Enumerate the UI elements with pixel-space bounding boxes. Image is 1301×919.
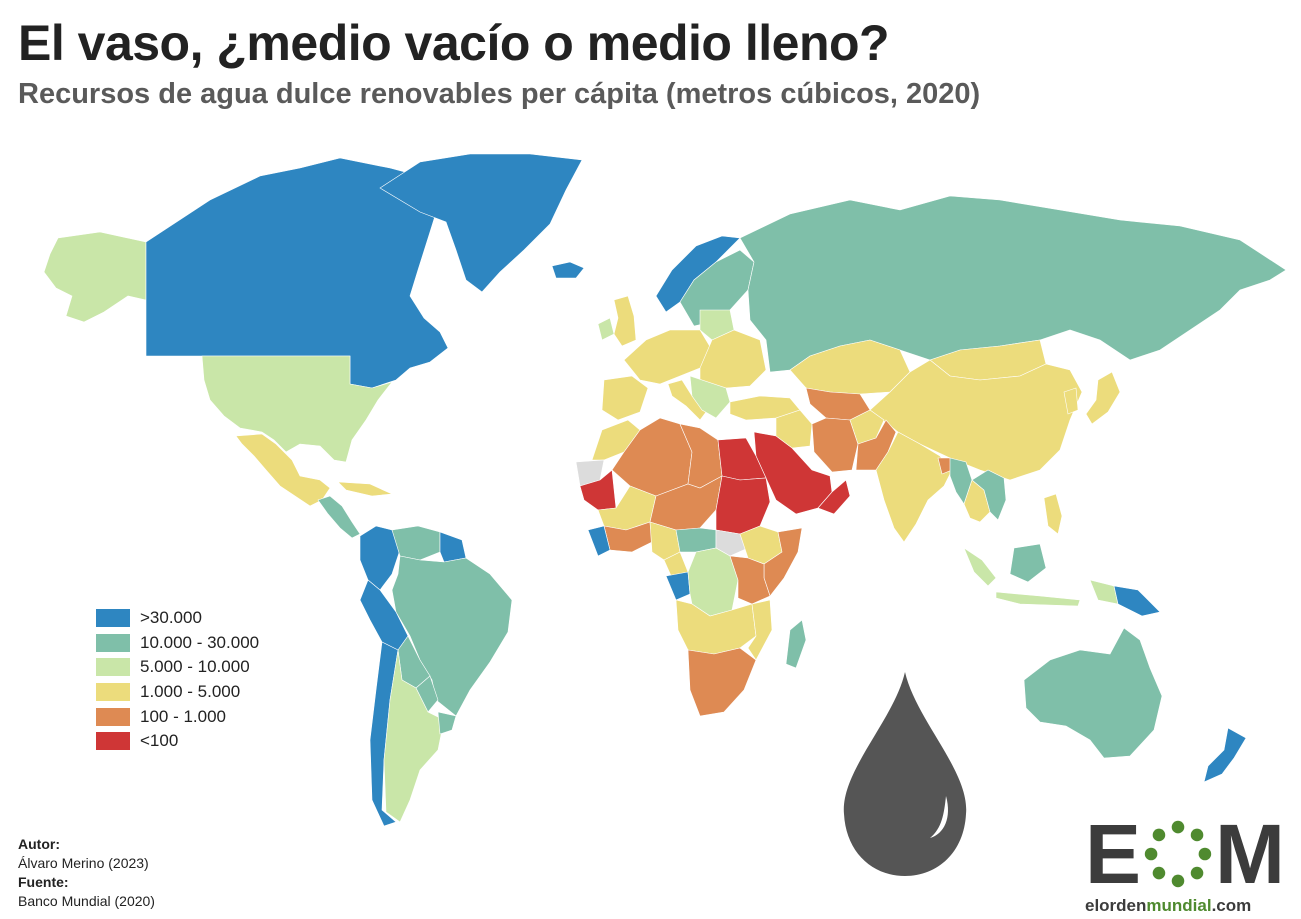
legend-swatch [96,633,130,652]
legend-item: 1.000 - 5.000 [96,680,259,705]
map-region-argentina [383,649,445,823]
map-region-iberia [601,375,649,421]
logo-dot [1152,866,1166,880]
water-drop-shape [843,672,967,876]
legend-label: 5.000 - 10.000 [140,657,250,677]
map-region-russia [739,195,1287,373]
logo-dot [1171,874,1185,888]
map-region-madagascar [785,619,807,669]
map-region-indochina [971,469,1007,521]
map-region-borneo [1009,543,1047,583]
legend-item: <100 [96,729,259,754]
map-region-gabon-congo [665,571,691,601]
map-region-venezuela [391,525,441,561]
legend-swatch [96,732,130,751]
legend-item: 5.000 - 10.000 [96,655,259,680]
map-region-guianas [439,531,467,563]
logo-dot [1144,847,1158,861]
map-region-alaska [43,231,147,323]
legend-label: 1.000 - 5.000 [140,682,241,702]
logo-dot [1198,847,1212,861]
page-title: El vaso, ¿medio vacío o medio lleno? [18,15,890,71]
map-region-new-guinea-west [1089,579,1119,605]
map-region-pakistan [855,419,897,471]
author-label: Autor: [18,836,60,852]
map-region-central-african-rep [675,527,717,553]
map-region-sumatra [963,547,997,587]
map-region-iran [811,417,859,473]
logo-dot [1152,828,1166,842]
map-region-brazil [391,555,513,717]
legend-item: >30.000 [96,606,259,631]
map-region-uruguay [437,711,457,735]
legend-label: >30.000 [140,608,202,628]
logo-url-part3: .com [1211,896,1252,915]
legend: >30.000 10.000 - 30.000 5.000 - 10.000 1… [96,606,259,754]
legend-label: <100 [140,731,179,751]
map-region-italy [667,379,707,421]
legend-label: 100 - 1.000 [140,706,227,726]
legend-swatch [96,658,130,677]
map-region-usa [201,355,393,463]
map-region-iceland [551,261,585,279]
map-region-papua-new-guinea [1113,585,1161,617]
map-region-balkans [689,375,731,419]
map-region-sierra-leone-liberia [587,525,611,557]
water-drop-icon [843,672,967,876]
logo-letter-m: M [1215,807,1285,901]
map-region-korea [1063,387,1079,415]
legend-swatch [96,683,130,702]
map-region-norway [655,235,741,313]
map-region-uk [613,295,637,347]
map-region-cuba [337,481,394,497]
logo-url-part2: mundial [1146,896,1212,915]
source-label: Fuente: [18,874,69,890]
map-region-greenland [379,153,583,293]
map-region-southern-africa [687,647,757,717]
map-region-afghanistan [849,409,885,445]
eom-logo[interactable]: E M elordenmundial.com [1085,807,1285,916]
map-region-ireland [597,317,615,341]
map-region-sudan [715,475,771,535]
logo-url[interactable]: elordenmundial.com [1085,896,1285,916]
logo-dot [1190,828,1204,842]
map-region-japan [1085,371,1121,425]
map-region-central-america [317,495,361,539]
map-region-india [875,431,953,543]
source-name: Banco Mundial (2020) [18,893,155,909]
map-region-indonesia-east [995,591,1081,607]
logo-dot [1171,820,1185,834]
legend-swatch [96,609,130,628]
credits: Autor: Álvaro Merino (2023) Fuente: Banc… [18,835,155,911]
map-region-new-zealand [1203,727,1247,783]
legend-swatch [96,707,130,726]
legend-item: 10.000 - 30.000 [96,631,259,656]
map-region-east-africa [729,555,771,605]
author-name: Álvaro Merino (2023) [18,855,149,871]
logo-url-part1: elorden [1085,896,1147,915]
map-region-australia [1023,627,1163,759]
page-subtitle: Recursos de agua dulce renovables per cá… [18,78,981,110]
map-region-eastern-europe [699,329,767,389]
map-region-colombia-ecuador [359,525,401,591]
map-region-drc [687,547,739,617]
logo-dot-ring-icon [1144,820,1212,888]
water-drop-highlight [930,796,949,838]
legend-label: 10.000 - 30.000 [140,632,260,652]
map-region-yemen-oman [817,479,851,515]
map-region-south-sudan [715,529,749,557]
logo-letter-e: E [1085,807,1142,901]
dot-ring [1144,820,1212,888]
map-region-philippines [1043,493,1063,535]
map-region-western-europe [623,329,713,385]
legend-item: 100 - 1.000 [96,704,259,729]
logo-letters: E M [1085,807,1285,901]
logo-dot [1190,866,1204,880]
